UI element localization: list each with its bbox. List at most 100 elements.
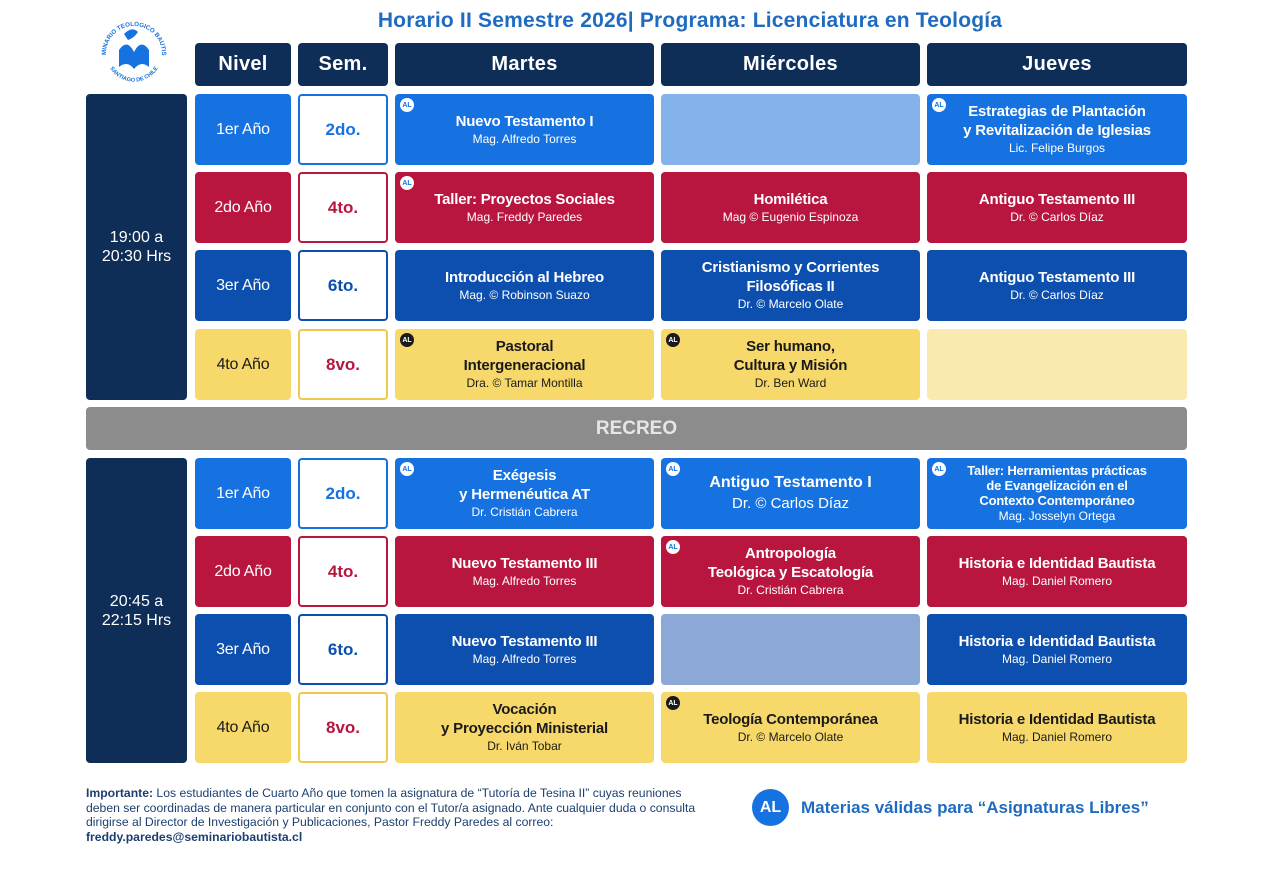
- nivel-cell: 3er Año: [195, 614, 291, 685]
- teacher-name: Dr. © Marcelo Olate: [737, 729, 844, 744]
- subject-name: Antiguo Testamento III: [978, 190, 1136, 208]
- class-cell: AL Exégesis y Hermenéutica AT Dr. Cristi…: [395, 458, 654, 529]
- class-cell: Homilética Mag © Eugenio Espinoza: [661, 172, 920, 243]
- teacher-name: Mag. Josselyn Ortega: [998, 508, 1116, 523]
- subject-name: Nuevo Testamento III: [451, 632, 598, 650]
- teacher-name: Dr. Iván Tobar: [487, 739, 562, 753]
- subject-name: Cristianismo y Corrientes Filosóficas II: [701, 259, 880, 295]
- nivel-cell: 2do Año: [195, 536, 291, 607]
- teacher-name: Mag. Daniel Romero: [1001, 651, 1113, 666]
- subject-name: Historia e Identidad Bautista: [958, 554, 1156, 572]
- al-badge-icon: AL: [932, 462, 946, 476]
- subject-name: Teología Contemporánea: [703, 710, 878, 728]
- semester-cell: 8vo.: [298, 329, 388, 400]
- teacher-name: Mag. Alfredo Torres: [472, 651, 577, 666]
- semester-cell: 6to.: [298, 250, 388, 321]
- class-cell: Cristianismo y Corrientes Filosóficas II…: [661, 250, 920, 321]
- header-martes: Martes: [395, 43, 654, 86]
- teacher-name: Dr. © Carlos Díaz: [732, 495, 849, 512]
- class-cell: AL Ser humano, Cultura y Misión Dr. Ben …: [661, 329, 920, 400]
- teacher-name: Mag. Alfredo Torres: [472, 131, 577, 146]
- subject-name: Vocación y Proyección Ministerial: [441, 701, 608, 737]
- teacher-name: Lic. Felipe Burgos: [1008, 141, 1106, 155]
- empty-cell: [661, 94, 920, 165]
- header-nivel: Nivel: [195, 43, 291, 86]
- class-cell: AL Antiguo Testamento I Dr. © Carlos Día…: [661, 458, 920, 529]
- nivel-label: 3er Año: [216, 276, 270, 294]
- subject-name: Taller: Herramientas prácticas de Evange…: [967, 462, 1147, 508]
- semester-cell: 2do.: [298, 458, 388, 529]
- break-bar: RECREO: [86, 407, 1187, 450]
- nivel-label: 4to Año: [216, 355, 270, 373]
- class-cell: AL Teología Contemporánea Dr. © Marcelo …: [661, 692, 920, 763]
- note-label: Importante:: [86, 786, 154, 800]
- time-block-2: 20:45 a 22:15 Hrs: [86, 458, 187, 763]
- empty-cell: [927, 329, 1187, 400]
- subject-name: Exégesis y Hermenéutica AT: [459, 467, 590, 503]
- teacher-name: Mag. Freddy Paredes: [466, 209, 583, 224]
- teacher-name: Dr. © Marcelo Olate: [737, 297, 844, 311]
- teacher-name: Mag. © Robinson Suazo: [459, 287, 590, 302]
- class-cell: Historia e Identidad Bautista Mag. Danie…: [927, 614, 1187, 685]
- nivel-label: 1er Año: [216, 484, 270, 502]
- teacher-name: Dra. © Tamar Montilla: [466, 376, 583, 390]
- al-badge-icon: AL: [400, 333, 414, 347]
- al-badge-icon: AL: [400, 462, 414, 476]
- teacher-name: Mag. Alfredo Torres: [472, 573, 577, 588]
- nivel-label: 1er Año: [216, 120, 270, 138]
- semester-cell: 4to.: [298, 536, 388, 607]
- empty-cell: [661, 614, 920, 685]
- subject-name: Antiguo Testamento III: [978, 268, 1136, 286]
- al-badge-icon: AL: [400, 176, 414, 190]
- subject-name: Homilética: [753, 190, 828, 208]
- subject-name: Pastoral Intergeneracional: [463, 338, 586, 374]
- time-block-1: 19:00 a 20:30 Hrs: [86, 94, 187, 400]
- nivel-cell: 4to Año: [195, 329, 291, 400]
- subject-name: Historia e Identidad Bautista: [958, 710, 1156, 728]
- teacher-name: Dr. © Carlos Díaz: [1010, 209, 1104, 224]
- note-text: Los estudiantes de Cuarto Año que tomen …: [86, 786, 696, 829]
- class-cell: Antiguo Testamento III Dr. © Carlos Díaz: [927, 172, 1187, 243]
- teacher-name: Dr. Cristián Cabrera: [737, 583, 844, 597]
- class-cell: AL Antropología Teológica y Escatología …: [661, 536, 920, 607]
- nivel-cell: 3er Año: [195, 250, 291, 321]
- class-cell: Introducción al Hebreo Mag. © Robinson S…: [395, 250, 654, 321]
- al-badge-icon: AL: [932, 98, 946, 112]
- subject-name: Nuevo Testamento III: [451, 554, 598, 572]
- page-title: Horario II Semestre 2026| Programa: Lice…: [377, 9, 1003, 32]
- subject-name: Ser humano, Cultura y Misión: [733, 338, 848, 374]
- al-badge-icon: AL: [666, 462, 680, 476]
- class-cell: Historia e Identidad Bautista Mag. Danie…: [927, 692, 1187, 763]
- nivel-cell: 1er Año: [195, 94, 291, 165]
- al-badge-icon: AL: [400, 98, 414, 112]
- nivel-label: 4to Año: [216, 718, 270, 736]
- semester-cell: 2do.: [298, 94, 388, 165]
- al-legend-badge-icon: AL: [752, 789, 789, 826]
- teacher-name: Mag © Eugenio Espinoza: [722, 209, 859, 224]
- semester-cell: 6to.: [298, 614, 388, 685]
- nivel-label: 2do Año: [214, 198, 272, 216]
- subject-name: Estrategias de Plantación y Revitalizaci…: [963, 103, 1151, 139]
- class-cell: Nuevo Testamento III Mag. Alfredo Torres: [395, 536, 654, 607]
- class-cell: Historia e Identidad Bautista Mag. Danie…: [927, 536, 1187, 607]
- al-legend-text: Materias válidas para “Asignaturas Libre…: [801, 797, 1149, 817]
- header-sem: Sem.: [298, 43, 388, 86]
- teacher-name: Mag. Daniel Romero: [1001, 729, 1113, 744]
- class-cell: AL Taller: Proyectos Sociales Mag. Fredd…: [395, 172, 654, 243]
- teacher-name: Dr. Cristián Cabrera: [471, 505, 578, 519]
- semester-cell: 8vo.: [298, 692, 388, 763]
- class-cell: Vocación y Proyección Ministerial Dr. Iv…: [395, 692, 654, 763]
- al-badge-icon: AL: [666, 696, 680, 710]
- note-email-link[interactable]: freddy.paredes@seminariobautista.cl: [86, 829, 303, 844]
- subject-name: Nuevo Testamento I: [455, 112, 594, 130]
- class-cell: AL Nuevo Testamento I Mag. Alfredo Torre…: [395, 94, 654, 165]
- al-badge-icon: AL: [666, 333, 680, 347]
- seminary-logo: SEMINARIO TEOLOGICO BAUTISTA SANTIAGO DE…: [94, 12, 170, 90]
- nivel-cell: 1er Año: [195, 458, 291, 529]
- class-cell: AL Pastoral Intergeneracional Dra. © Tam…: [395, 329, 654, 400]
- teacher-name: Mag. Daniel Romero: [1001, 573, 1113, 588]
- class-cell: Nuevo Testamento III Mag. Alfredo Torres: [395, 614, 654, 685]
- header-miercoles: Miércoles: [661, 43, 920, 86]
- class-cell: Antiguo Testamento III Dr. © Carlos Díaz: [927, 250, 1187, 321]
- subject-name: Taller: Proyectos Sociales: [434, 190, 615, 208]
